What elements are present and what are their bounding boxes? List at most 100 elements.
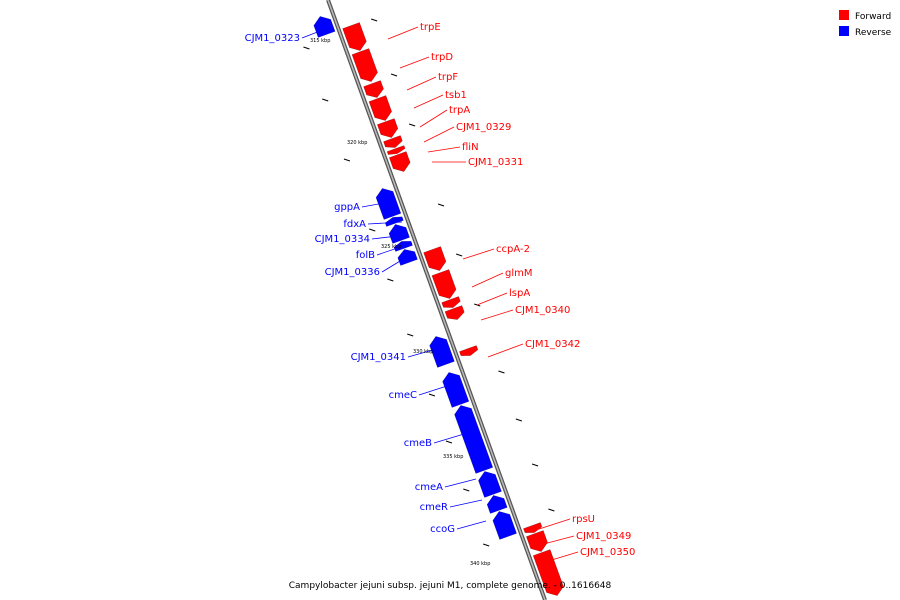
scale-label: 325 kbp bbox=[381, 244, 401, 250]
scale-tick bbox=[407, 333, 414, 337]
forward-gene-arrow[interactable] bbox=[363, 80, 384, 98]
legend-label-forward: Forward bbox=[855, 12, 891, 22]
label-leader-line bbox=[427, 146, 461, 153]
forward-gene-arrow[interactable] bbox=[459, 345, 479, 357]
label-leader-line bbox=[449, 499, 483, 508]
forward-gene-arrow[interactable] bbox=[388, 151, 411, 172]
reverse-gene-label[interactable]: CJM1_0341 bbox=[351, 352, 406, 363]
scale-label: 340 kbp bbox=[470, 561, 490, 567]
forward-gene-label[interactable]: trpD bbox=[431, 52, 453, 63]
reverse-gene-arrow[interactable] bbox=[486, 495, 508, 514]
label-leader-line bbox=[471, 272, 504, 288]
scale-tick bbox=[445, 440, 453, 444]
label-leader-line bbox=[367, 221, 403, 225]
forward-gene-label[interactable]: rpsU bbox=[572, 514, 595, 525]
scale-label: 335 kbp bbox=[443, 454, 463, 460]
reverse-gene-label[interactable]: cmeC bbox=[389, 390, 417, 401]
label-leader-line bbox=[418, 384, 451, 396]
forward-gene-label[interactable]: CJM1_0349 bbox=[576, 531, 631, 542]
reverse-gene-arrow[interactable] bbox=[454, 405, 494, 474]
scale-tick bbox=[369, 228, 376, 232]
scale-tick bbox=[371, 18, 378, 22]
label-leader-line bbox=[423, 126, 455, 143]
forward-gene-label[interactable]: CJM1_0331 bbox=[468, 157, 523, 168]
forward-gene-label[interactable]: trpA bbox=[449, 105, 470, 116]
reverse-gene-arrow[interactable] bbox=[384, 216, 404, 227]
forward-gene-label[interactable]: trpF bbox=[438, 72, 458, 83]
forward-gene-label[interactable]: trpE bbox=[420, 22, 441, 33]
forward-gene-arrow[interactable] bbox=[532, 549, 564, 596]
scale-tick bbox=[498, 370, 505, 374]
forward-gene-label[interactable]: tsb1 bbox=[445, 90, 467, 101]
forward-gene-arrow[interactable] bbox=[386, 145, 406, 155]
forward-gene-label[interactable]: CJM1_0342 bbox=[525, 339, 580, 350]
forward-gene-label[interactable]: ccpA-2 bbox=[496, 244, 530, 255]
forward-gene-label[interactable]: CJM1_0329 bbox=[456, 122, 511, 133]
reverse-gene-arrow[interactable] bbox=[429, 336, 455, 368]
forward-gene-arrow[interactable] bbox=[444, 305, 465, 320]
forward-gene-arrow[interactable] bbox=[525, 530, 548, 552]
scale-tick bbox=[515, 418, 522, 422]
forward-gene-arrow[interactable] bbox=[431, 269, 457, 299]
forward-gene-arrow[interactable] bbox=[368, 95, 392, 121]
forward-gene-arrow[interactable] bbox=[523, 522, 543, 534]
forward-gene-label[interactable]: CJM1_0340 bbox=[515, 305, 570, 316]
reverse-gene-label[interactable]: cmeA bbox=[415, 482, 443, 493]
forward-gene-label[interactable]: glmM bbox=[505, 268, 533, 279]
label-leader-line bbox=[387, 26, 419, 40]
scale-tick bbox=[548, 508, 555, 512]
label-leader-line bbox=[480, 309, 514, 321]
forward-gene-label[interactable]: lspA bbox=[509, 288, 530, 299]
label-leader-line bbox=[413, 94, 444, 109]
reverse-gene-arrow[interactable] bbox=[478, 471, 502, 498]
label-leader-line bbox=[399, 56, 430, 69]
forward-gene-label[interactable]: CJM1_0350 bbox=[580, 547, 635, 558]
reverse-gene-label[interactable]: ccoG bbox=[430, 524, 455, 535]
map-caption: Campylobacter jejuni subsp. jejuni M1, c… bbox=[289, 581, 612, 591]
forward-gene-arrow[interactable] bbox=[383, 135, 403, 148]
label-leader-line bbox=[476, 292, 508, 306]
scale-tick bbox=[455, 253, 463, 257]
scale-tick bbox=[428, 393, 436, 397]
reverse-gene-label[interactable]: folB bbox=[356, 250, 375, 261]
forward-gene-arrow[interactable] bbox=[351, 48, 378, 82]
label-leader-line bbox=[419, 109, 448, 128]
label-leader-line bbox=[301, 25, 334, 39]
forward-gene-arrow[interactable] bbox=[376, 118, 399, 138]
label-leader-line bbox=[376, 242, 413, 256]
reverse-gene-arrow[interactable] bbox=[492, 511, 517, 540]
forward-gene-arrow[interactable] bbox=[441, 296, 461, 308]
scale-tick bbox=[531, 463, 539, 467]
forward-gene-label[interactable]: fliN bbox=[462, 142, 479, 153]
scale-tick bbox=[463, 488, 470, 492]
label-leader-line bbox=[487, 343, 524, 358]
scale-tick bbox=[343, 158, 351, 162]
label-leader-line bbox=[544, 551, 579, 563]
forward-gene-arrow[interactable] bbox=[423, 246, 447, 271]
reverse-gene-label[interactable]: CJM1_0336 bbox=[325, 267, 380, 278]
reverse-gene-arrow[interactable] bbox=[313, 16, 336, 38]
scale-label: 315 kbp bbox=[310, 38, 330, 44]
reverse-gene-arrow[interactable] bbox=[442, 372, 470, 408]
reverse-gene-label[interactable]: cmeR bbox=[420, 502, 448, 513]
reverse-gene-label[interactable]: CJM1_0323 bbox=[245, 33, 300, 44]
reverse-gene-label[interactable]: cmeB bbox=[404, 438, 432, 449]
scale-tick bbox=[437, 203, 445, 207]
legend: Forward Reverse bbox=[839, 10, 892, 38]
reverse-gene-label[interactable]: fdxA bbox=[343, 219, 366, 230]
scale-label: 330 kbp bbox=[413, 349, 433, 355]
reverse-gene-arrow[interactable] bbox=[397, 249, 418, 266]
gene-labels: trpE trpD trpF tsb1 trpA CJM1_0329 fliN CJM1_03… bbox=[245, 22, 635, 563]
reverse-gene-arrow[interactable] bbox=[388, 224, 410, 244]
label-leader-line bbox=[371, 234, 407, 240]
scale-tick bbox=[322, 98, 329, 102]
legend-swatch-reverse bbox=[839, 26, 849, 36]
label-leader-line bbox=[407, 347, 441, 358]
legend-swatch-forward bbox=[839, 10, 849, 20]
reverse-gene-arrow[interactable] bbox=[375, 188, 402, 220]
label-leader-line bbox=[462, 248, 495, 260]
forward-gene-arrow[interactable] bbox=[342, 22, 367, 51]
reverse-gene-label[interactable]: CJM1_0334 bbox=[315, 234, 370, 245]
reverse-gene-label[interactable]: gppA bbox=[334, 202, 360, 213]
label-leader-line bbox=[361, 200, 396, 208]
